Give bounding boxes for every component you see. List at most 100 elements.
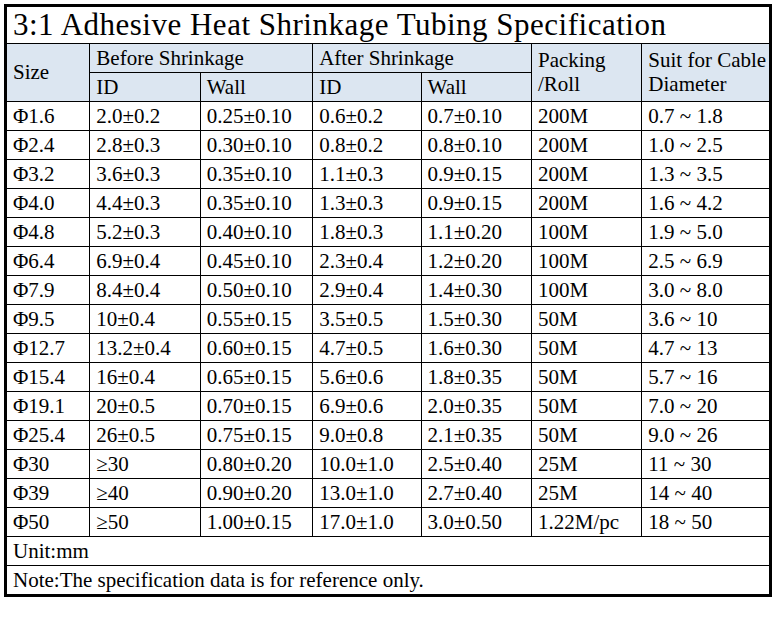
- table-cell: 0.8±0.10: [421, 130, 531, 159]
- table-cell: 7.0 ~ 20: [642, 391, 771, 420]
- table-cell: 0.7±0.10: [421, 101, 531, 130]
- spec-table-body: Φ1.62.0±0.20.25±0.100.6±0.20.7±0.10200M0…: [6, 101, 771, 536]
- table-row: Φ25.426±0.50.75±0.159.0±0.82.1±0.3550M9.…: [6, 420, 771, 449]
- table-cell: 1.3±0.3: [313, 188, 421, 217]
- table-cell: 0.90±0.20: [200, 478, 312, 507]
- table-cell: 1.6±0.30: [421, 333, 531, 362]
- column-header-suit-for-cable-diameter: Suit for Cable Diameter: [642, 43, 771, 101]
- table-cell: 0.50±0.10: [200, 275, 312, 304]
- table-cell: Φ3.2: [6, 159, 90, 188]
- table-cell: 16±0.4: [90, 362, 200, 391]
- table-cell: 0.40±0.10: [200, 217, 312, 246]
- table-cell: Φ12.7: [6, 333, 90, 362]
- table-cell: 18 ~ 50: [642, 507, 771, 536]
- table-cell: 13.2±0.4: [90, 333, 200, 362]
- table-cell: 1.3 ~ 3.5: [642, 159, 771, 188]
- table-cell: 1.4±0.30: [421, 275, 531, 304]
- table-cell: 1.1±0.20: [421, 217, 531, 246]
- table-cell: 20±0.5: [90, 391, 200, 420]
- table-cell: ≥40: [90, 478, 200, 507]
- table-cell: 100M: [531, 275, 641, 304]
- table-cell: Φ50: [6, 507, 90, 536]
- table-cell: 2.3±0.4: [313, 246, 421, 275]
- column-header-after-shrinkage: After Shrinkage: [313, 43, 532, 72]
- table-cell: Φ4.0: [6, 188, 90, 217]
- table-cell: 0.8±0.2: [313, 130, 421, 159]
- table-cell: 1.6 ~ 4.2: [642, 188, 771, 217]
- table-cell: 2.1±0.35: [421, 420, 531, 449]
- suit-label-line2: Diameter: [648, 72, 765, 96]
- table-cell: Φ4.8: [6, 217, 90, 246]
- table-cell: 0.30±0.10: [200, 130, 312, 159]
- packing-label-line2: /Roll: [538, 72, 637, 96]
- table-cell: 50M: [531, 391, 641, 420]
- table-cell: 0.55±0.15: [200, 304, 312, 333]
- table-cell: 50M: [531, 304, 641, 333]
- table-cell: 3.5±0.5: [313, 304, 421, 333]
- table-cell: 6.9±0.4: [90, 246, 200, 275]
- table-cell: Φ2.4: [6, 130, 90, 159]
- table-cell: 0.45±0.10: [200, 246, 312, 275]
- table-row: Φ3.23.6±0.30.35±0.101.1±0.30.9±0.15200M1…: [6, 159, 771, 188]
- table-cell: 0.65±0.15: [200, 362, 312, 391]
- table-cell: 0.35±0.10: [200, 188, 312, 217]
- table-cell: 0.6±0.2: [313, 101, 421, 130]
- suit-label-line1: Suit for Cable: [648, 48, 765, 72]
- table-cell: 0.35±0.10: [200, 159, 312, 188]
- table-cell: 1.00±0.15: [200, 507, 312, 536]
- table-cell: Φ19.1: [6, 391, 90, 420]
- table-row: Φ7.98.4±0.40.50±0.102.9±0.41.4±0.30100M3…: [6, 275, 771, 304]
- table-cell: 4.7 ~ 13: [642, 333, 771, 362]
- table-row: Φ19.120±0.50.70±0.156.9±0.62.0±0.3550M7.…: [6, 391, 771, 420]
- table-cell: 1.9 ~ 5.0: [642, 217, 771, 246]
- table-cell: 1.0 ~ 2.5: [642, 130, 771, 159]
- table-cell: Φ6.4: [6, 246, 90, 275]
- column-header-size: Size: [6, 43, 90, 101]
- table-cell: 8.4±0.4: [90, 275, 200, 304]
- table-cell: 10.0±1.0: [313, 449, 421, 478]
- spec-table-foot: Unit:mm Note:The specification data is f…: [6, 536, 771, 595]
- table-cell: 1.1±0.3: [313, 159, 421, 188]
- table-cell: 0.9±0.15: [421, 188, 531, 217]
- table-cell: 25M: [531, 478, 641, 507]
- table-row: Φ9.510±0.40.55±0.153.5±0.51.5±0.3050M3.6…: [6, 304, 771, 333]
- table-cell: 1.8±0.3: [313, 217, 421, 246]
- table-cell: 1.5±0.30: [421, 304, 531, 333]
- column-header-before-shrinkage: Before Shrinkage: [90, 43, 313, 72]
- table-cell: 200M: [531, 101, 641, 130]
- table-cell: 2.8±0.3: [90, 130, 200, 159]
- table-cell: 0.60±0.15: [200, 333, 312, 362]
- table-cell: 9.0±0.8: [313, 420, 421, 449]
- table-cell: 10±0.4: [90, 304, 200, 333]
- table-cell: 25M: [531, 449, 641, 478]
- reference-note: Note:The specification data is for refer…: [6, 565, 771, 595]
- table-row: Φ4.85.2±0.30.40±0.101.8±0.31.1±0.20100M1…: [6, 217, 771, 246]
- page-title: 3:1 Adhesive Heat Shrinkage Tubing Speci…: [6, 6, 771, 44]
- table-cell: 26±0.5: [90, 420, 200, 449]
- table-row: Φ39≥400.90±0.2013.0±1.02.7±0.4025M14 ~ 4…: [6, 478, 771, 507]
- table-cell: 0.75±0.15: [200, 420, 312, 449]
- packing-label-line1: Packing: [538, 48, 637, 72]
- table-cell: 11 ~ 30: [642, 449, 771, 478]
- table-cell: 50M: [531, 420, 641, 449]
- table-cell: 14 ~ 40: [642, 478, 771, 507]
- table-cell: 3.0 ~ 8.0: [642, 275, 771, 304]
- table-cell: 9.0 ~ 26: [642, 420, 771, 449]
- table-cell: 200M: [531, 159, 641, 188]
- table-cell: 0.70±0.15: [200, 391, 312, 420]
- table-cell: ≥50: [90, 507, 200, 536]
- table-row: Φ30≥300.80±0.2010.0±1.02.5±0.4025M11 ~ 3…: [6, 449, 771, 478]
- spec-sheet: 3:1 Adhesive Heat Shrinkage Tubing Speci…: [0, 0, 776, 637]
- table-cell: 2.9±0.4: [313, 275, 421, 304]
- table-cell: 50M: [531, 362, 641, 391]
- table-cell: 3.6±0.3: [90, 159, 200, 188]
- column-header-after-wall: Wall: [421, 72, 531, 101]
- table-cell: 100M: [531, 246, 641, 275]
- table-cell: 100M: [531, 217, 641, 246]
- table-row: Φ4.04.4±0.30.35±0.101.3±0.30.9±0.15200M1…: [6, 188, 771, 217]
- table-cell: 1.22M/pc: [531, 507, 641, 536]
- title-row: 3:1 Adhesive Heat Shrinkage Tubing Speci…: [6, 6, 771, 44]
- spec-table-head: 3:1 Adhesive Heat Shrinkage Tubing Speci…: [6, 6, 771, 102]
- table-cell: 1.2±0.20: [421, 246, 531, 275]
- header-row-groups: Size Before Shrinkage After Shrinkage Pa…: [6, 43, 771, 72]
